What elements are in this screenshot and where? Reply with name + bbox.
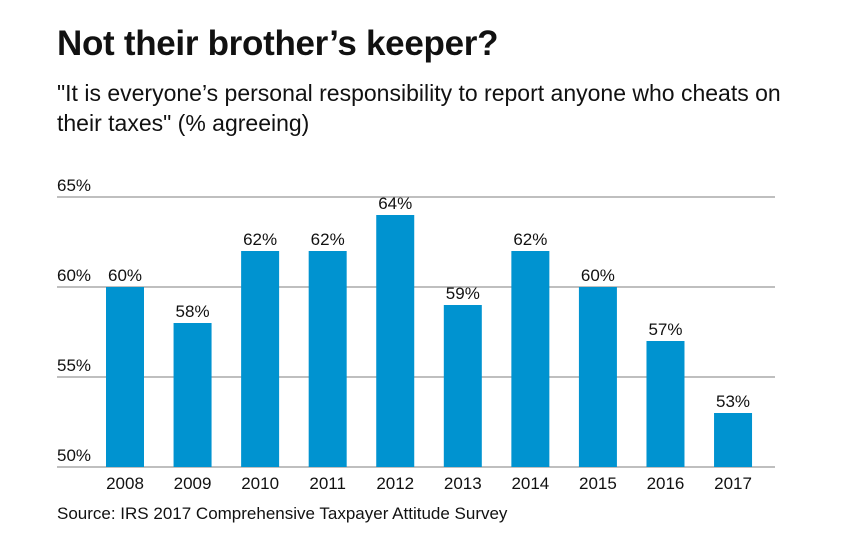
chart-subtitle: "It is everyone’s personal responsibilit… xyxy=(57,80,781,136)
data-label: 62% xyxy=(311,230,345,249)
x-tick-label: 2010 xyxy=(241,474,279,493)
data-label: 57% xyxy=(648,320,682,339)
data-label: 59% xyxy=(446,284,480,303)
bar-2008 xyxy=(106,287,144,467)
bar-2014 xyxy=(511,251,550,467)
data-label: 53% xyxy=(716,392,750,411)
y-tick-label: 50% xyxy=(57,446,91,465)
y-tick-label: 60% xyxy=(57,266,91,285)
bar-2015 xyxy=(578,287,617,467)
x-tick-label: 2008 xyxy=(106,474,144,493)
bar-2010 xyxy=(241,251,280,467)
data-label: 62% xyxy=(243,230,277,249)
bar-2012 xyxy=(376,215,415,467)
bar-2016 xyxy=(646,341,685,467)
y-tick-label: 55% xyxy=(57,356,91,375)
x-tick-label: 2012 xyxy=(376,474,414,493)
x-tick-label: 2013 xyxy=(444,474,482,493)
bar-2011 xyxy=(308,251,347,467)
y-tick-label: 65% xyxy=(57,176,91,195)
data-label: 58% xyxy=(176,302,210,321)
data-label: 60% xyxy=(581,266,615,285)
bar-2009 xyxy=(173,323,212,467)
source-note: Source: IRS 2017 Comprehensive Taxpayer … xyxy=(57,504,508,523)
x-tick-label: 2011 xyxy=(309,474,346,493)
x-tick-label: 2016 xyxy=(647,474,685,493)
bar-2013 xyxy=(443,305,482,467)
data-label: 60% xyxy=(108,266,142,285)
data-label: 62% xyxy=(513,230,547,249)
x-tick-label: 2017 xyxy=(714,474,752,493)
bar-2017 xyxy=(714,413,753,467)
data-label: 64% xyxy=(378,194,412,213)
x-tick-label: 2009 xyxy=(174,474,212,493)
chart-title: Not their brother’s keeper? xyxy=(57,24,499,63)
x-tick-label: 2014 xyxy=(511,474,549,493)
x-tick-label: 2015 xyxy=(579,474,617,493)
